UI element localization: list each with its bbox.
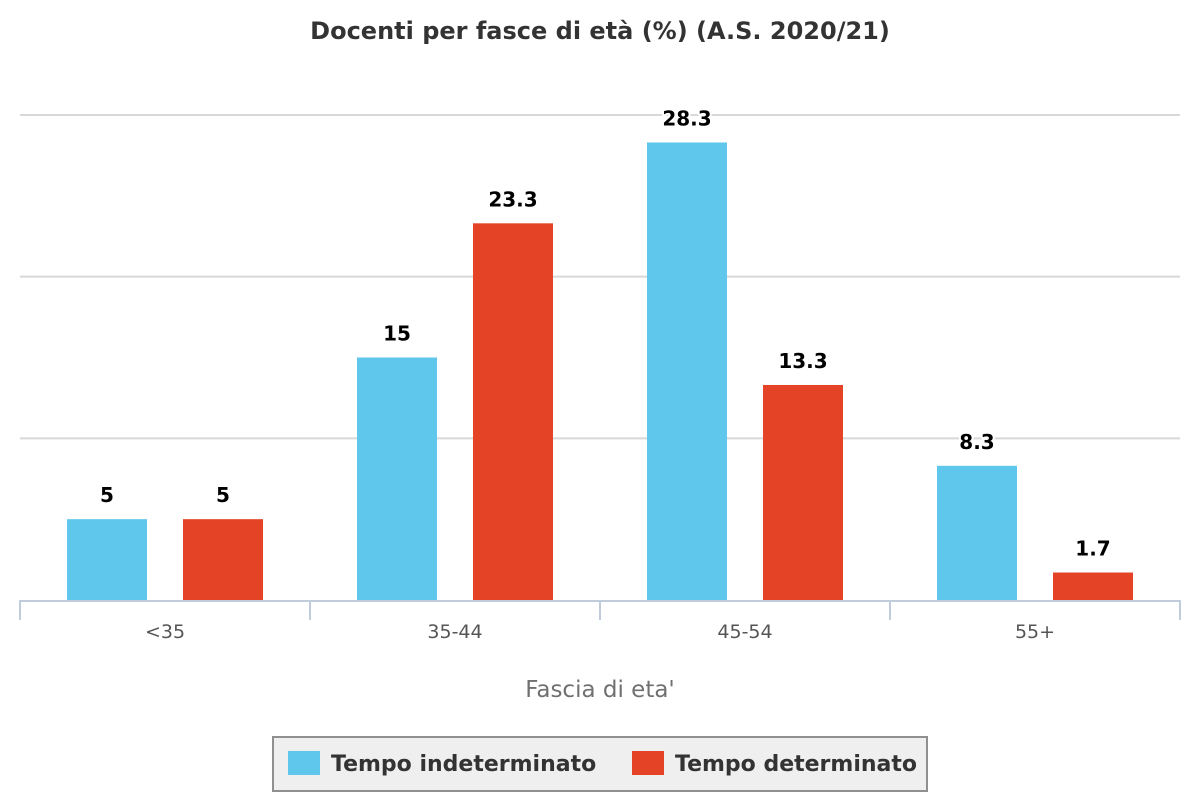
data-label-1-1: 23.3 xyxy=(488,187,537,211)
bar-3-1[interactable] xyxy=(1053,572,1133,600)
data-label-1-0: 15 xyxy=(383,322,411,346)
legend: Tempo indeterminato Tempo determinato xyxy=(272,736,928,792)
legend-swatch-1 xyxy=(632,751,664,775)
x-tick-label-0: <35 xyxy=(145,621,185,643)
legend-item-0[interactable]: Tempo indeterminato xyxy=(288,751,596,777)
data-label-0-1: 5 xyxy=(216,483,230,507)
bar-1-0[interactable] xyxy=(357,357,437,601)
data-label-3-0: 8.3 xyxy=(959,430,994,454)
bars xyxy=(67,142,1133,601)
legend-label-0: Tempo indeterminato xyxy=(331,752,596,777)
x-axis: <35 35-44 45-54 55+ xyxy=(19,600,1181,643)
data-label-2-0: 28.3 xyxy=(662,106,711,130)
data-label-2-1: 13.3 xyxy=(778,349,827,373)
data-labels: 5 5 15 23.3 28.3 13.3 8.3 1.7 xyxy=(98,104,1113,562)
legend-label-1: Tempo determinato xyxy=(675,752,917,777)
bar-0-1[interactable] xyxy=(183,519,263,600)
bar-3-0[interactable] xyxy=(937,465,1017,600)
bar-2-1[interactable] xyxy=(763,384,843,600)
legend-item-1[interactable]: Tempo determinato xyxy=(632,751,917,777)
bar-1-1[interactable] xyxy=(473,223,553,601)
data-label-0-0: 5 xyxy=(100,483,114,507)
data-label-3-1: 1.7 xyxy=(1075,537,1110,561)
legend-box xyxy=(272,736,928,792)
bar-2-0[interactable] xyxy=(647,142,727,600)
x-tick-label-1: 35-44 xyxy=(427,621,482,643)
x-axis-title: Fascia di eta' xyxy=(525,677,675,703)
x-tick-label-3: 55+ xyxy=(1015,621,1055,643)
gridlines xyxy=(20,114,1180,440)
bar-0-0[interactable] xyxy=(67,519,147,600)
chart-title: Docenti per fasce di età (%) (A.S. 2020/… xyxy=(310,17,890,45)
x-tick-label-2: 45-54 xyxy=(717,621,772,643)
legend-swatch-0 xyxy=(288,751,320,775)
